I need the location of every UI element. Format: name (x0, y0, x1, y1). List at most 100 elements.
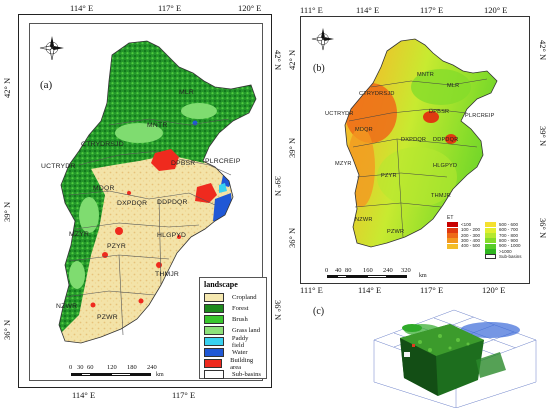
lon-tick: 114° E (358, 285, 382, 295)
scale-bar-a (71, 373, 191, 376)
scale-tick: 240 (383, 267, 393, 274)
basin-label: MDQR (355, 127, 373, 133)
scale-tick: 30 (77, 364, 84, 371)
legend-item: Sub-basins (204, 369, 262, 380)
scale-unit: km (156, 372, 164, 378)
scale-bar-b (327, 275, 427, 278)
lat-tick: 36° N (287, 227, 297, 248)
et-legend-item: 800 - 900 (485, 238, 525, 244)
basin-label: DPBSR (429, 109, 450, 115)
basin-label: MDQR (93, 185, 115, 192)
basin-label: CTRYDRSJD (81, 141, 124, 148)
lon-tick: 111° E (300, 285, 323, 295)
legend-title: landscape (204, 280, 238, 289)
et-legend-item: 100 - 200 (447, 227, 485, 233)
et-legend-item: 900 - 1000 (485, 243, 525, 249)
et-legend-title: ET (447, 215, 454, 221)
legend-swatch (204, 315, 224, 324)
lat-tick: 42° N (287, 49, 297, 70)
basin-label: PLRCREIP (205, 158, 241, 165)
legend-item: Building area (204, 357, 262, 371)
legend-item: Paddy field (204, 335, 262, 349)
basin-label: NZWR (56, 303, 78, 310)
basin-label: MNTR (147, 122, 168, 129)
scale-tick: 120 (107, 364, 117, 371)
basin-label: HLGPYD (157, 232, 187, 239)
basin-label: UCTRYDR (41, 163, 76, 170)
basin-label: MLR (447, 83, 460, 89)
panel-c-3d-view (373, 309, 537, 408)
lat-tick: 39° N (287, 137, 297, 158)
et-legend-item: 400 - 500 (447, 243, 485, 249)
north-arrow-icon (311, 27, 335, 51)
et-legend-item: 500 - 600 (485, 222, 525, 228)
lat-tick: 42° N (538, 40, 548, 61)
lat-tick: 39° N (2, 201, 12, 222)
panel-a: (a) MLR MNTR CTRYDRSJD DPBSR PLRCREIP UC… (18, 14, 272, 388)
et-legend-item: <100 (447, 222, 485, 228)
lon-tick: 120° E (238, 3, 262, 13)
lon-tick: 111° E (300, 5, 323, 15)
et-legend-item: 700 - 800 (485, 233, 525, 238)
lon-tick: 114° E (70, 3, 94, 13)
legend-swatch (204, 326, 224, 335)
basin-label: MZYR (69, 231, 90, 238)
basin-label: PLRCREIP (465, 113, 495, 119)
basin-label: THMJR (431, 193, 451, 199)
panel-b-et-map (344, 38, 498, 248)
basin-label: PZWR (97, 314, 118, 321)
basin-label: THMJR (155, 271, 180, 278)
lat-tick: 36° N (273, 300, 283, 321)
basin-label: CTRYDRSJD (359, 91, 395, 97)
lon-tick: 114° E (356, 5, 380, 15)
basin-label: HLGPYD (433, 163, 458, 169)
lon-tick: 117° E (172, 390, 196, 400)
panel-b-letter: (b) (313, 63, 325, 74)
lat-tick: 39° N (538, 126, 548, 147)
scale-tick: 40 (335, 267, 342, 274)
scale-unit: km (419, 273, 427, 279)
lon-tick: 114° E (72, 390, 96, 400)
scale-tick: 0 (325, 267, 329, 274)
basin-label: UCTRYDR (325, 111, 354, 117)
legend-swatch (204, 348, 224, 357)
basin-label: DDPDQR (157, 199, 188, 206)
scale-tick: 0 (69, 364, 73, 371)
basin-label: DXPDQR (117, 200, 148, 207)
legend-swatch (204, 370, 224, 379)
scale-tick: 60 (87, 364, 94, 371)
lon-tick: 120° E (482, 285, 506, 295)
et-legend-item: 600 - 700 (485, 227, 525, 233)
basin-label: DDPDQR (433, 137, 459, 143)
panel-b: (b) MLR MNTR CTRYDRSJD UCTRYDR DPBSR PLR… (300, 16, 530, 284)
lat-tick: 42° N (2, 77, 12, 98)
scale-tick: 80 (345, 267, 352, 274)
basin-label: PZWR (387, 229, 405, 235)
legend-item: Water (204, 347, 262, 358)
legend-item: Forest (204, 303, 262, 314)
basin-label: PZYR (107, 243, 126, 250)
lat-tick: 36° N (2, 319, 12, 340)
et-legend-item: >1000 (485, 249, 525, 254)
lon-tick: 117° E (420, 285, 444, 295)
basin-label: DXPDQR (401, 137, 427, 143)
legend-item: Cropland (204, 292, 262, 303)
lat-tick: 42° N (273, 50, 283, 71)
basin-label: MZYR (335, 161, 352, 167)
et-legend-item: Sub-basins (485, 254, 525, 260)
et-legend: ET <100 100 - 200 200 - 300 300 - 400 40… (447, 215, 525, 260)
panel-a-map-frame (29, 23, 263, 381)
legend-item: Grass land (204, 325, 262, 336)
legend-swatch (204, 359, 223, 368)
lon-tick: 117° E (420, 5, 444, 15)
legend-swatch (204, 293, 224, 302)
lat-tick: 39° N (273, 176, 283, 197)
legend-swatch (204, 337, 224, 346)
basin-label: PZYR (381, 173, 397, 179)
landscape-legend: landscape Cropland Forest Brush Grass la… (199, 277, 267, 379)
scale-tick: 320 (401, 267, 411, 274)
lat-tick: 36° N (538, 218, 548, 239)
basin-label: MNTR (417, 72, 434, 78)
scale-tick: 160 (363, 267, 373, 274)
scale-tick: 180 (127, 364, 137, 371)
